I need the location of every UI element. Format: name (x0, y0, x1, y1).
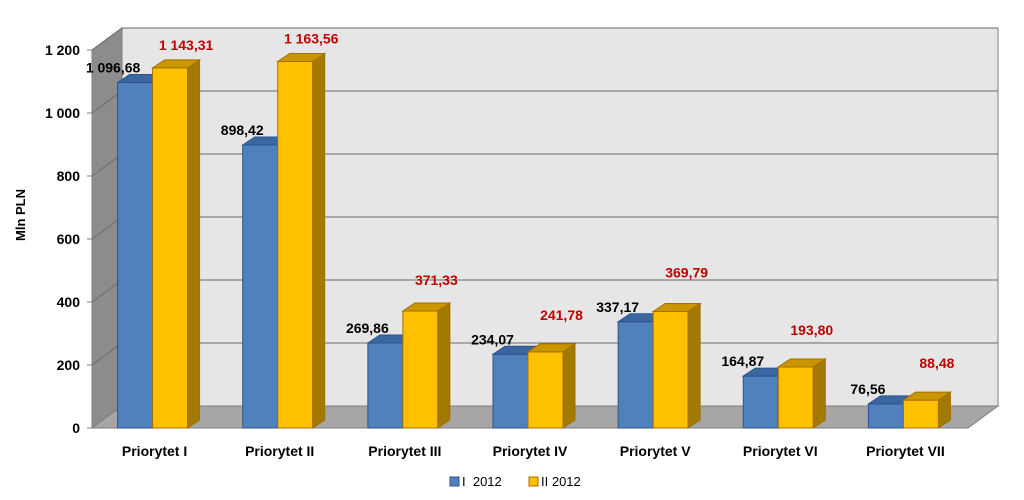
x-tick-label: Priorytet VII (866, 443, 945, 459)
y-tick-label: 600 (57, 231, 81, 247)
bar-front (367, 342, 404, 429)
bar-front (277, 60, 314, 429)
bar (401, 302, 452, 429)
data-label: 898,42 (221, 122, 264, 138)
bar-top (276, 52, 327, 62)
data-label: 337,17 (596, 299, 639, 315)
data-label: 76,56 (850, 381, 885, 397)
x-tick-label: Priorytet V (620, 443, 691, 459)
bar-top (526, 343, 577, 353)
data-label: 1 163,56 (284, 30, 339, 46)
x-tick-label: Priorytet VI (743, 443, 818, 459)
bars (115, 52, 953, 429)
bar-top (651, 303, 702, 313)
y-axis-label: Mln PLN (13, 189, 28, 241)
gridline-side (91, 90, 123, 114)
bar-front (777, 366, 814, 429)
bar (651, 302, 702, 429)
gridline-side (91, 153, 123, 177)
gridline-side (91, 342, 123, 366)
gridline-side (91, 279, 123, 303)
data-label: 369,79 (665, 265, 708, 281)
bar (276, 52, 327, 429)
bar (526, 342, 577, 429)
bar-front (402, 310, 439, 429)
data-label: 269,86 (346, 320, 389, 336)
legend-item: II 2012 (541, 474, 581, 489)
data-label: 371,33 (415, 272, 458, 288)
bar-top (150, 59, 202, 69)
data-labels: 1 096,68 1 143,31 898,42 1 163,56 269,86 371,… (86, 30, 955, 396)
bar-front (652, 311, 689, 429)
legend: I 2012 II 2012 (449, 474, 581, 489)
y-tick-label: 400 (57, 294, 81, 310)
bar (776, 358, 827, 429)
x-tick-label: Priorytet IV (493, 443, 568, 459)
bar-top (401, 302, 452, 312)
bar-front (117, 82, 154, 429)
bar-front (242, 144, 279, 429)
bar-top (776, 358, 827, 368)
bar-side (687, 302, 701, 429)
y-tick-label: 200 (57, 357, 81, 373)
data-label: 241,78 (540, 307, 583, 323)
x-axis-labels: Priorytet I Priorytet II Priorytet III Prio… (122, 443, 945, 459)
gridline-side (91, 27, 123, 51)
bar-side (312, 52, 326, 429)
gridline-side (91, 216, 123, 240)
bar-front (152, 67, 189, 429)
bar-front (617, 321, 654, 429)
x-tick-label: Priorytet II (245, 443, 314, 459)
bar-top (901, 391, 953, 401)
bar-front (492, 353, 529, 429)
bar-front (902, 399, 939, 429)
bar-side (562, 342, 576, 429)
bar-front (527, 351, 564, 429)
data-label: 234,07 (471, 331, 514, 347)
data-label: 1 143,31 (159, 37, 214, 53)
x-tick-label: Priorytet III (368, 443, 441, 459)
data-label: 1 096,68 (86, 60, 141, 76)
data-label: 88,48 (919, 355, 954, 371)
bar-front (742, 375, 779, 429)
y-tick-label: 800 (57, 168, 81, 184)
bar (901, 391, 953, 429)
y-tick-label: 1 000 (45, 105, 80, 121)
bar-side (812, 358, 826, 429)
legend-item: I 2012 (462, 474, 502, 489)
legend-swatch (528, 476, 539, 487)
y-tick-label: 0 (72, 420, 80, 436)
x-tick-label: Priorytet I (122, 443, 187, 459)
bar-front (867, 403, 904, 429)
legend-swatch (449, 476, 460, 487)
data-label: 164,87 (721, 353, 764, 369)
y-tick-label: 1 200 (45, 42, 80, 58)
data-label: 193,80 (790, 322, 833, 338)
bar-side (187, 58, 201, 429)
bar-side (437, 302, 451, 429)
bar (150, 58, 202, 429)
